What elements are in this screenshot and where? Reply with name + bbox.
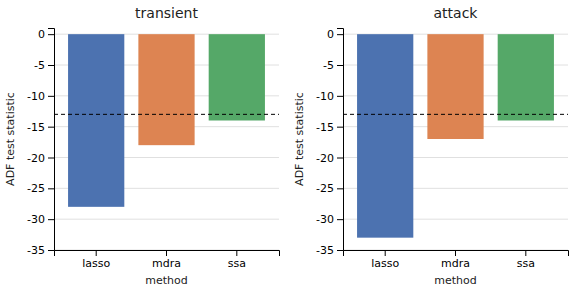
y-axis-line [48, 29, 55, 251]
y-tick: -10 [27, 90, 54, 103]
x-tick-mark [455, 250, 456, 256]
x-axis-title: method [145, 274, 187, 287]
y-tick: -35 [316, 244, 343, 257]
x-tick-label: ssa [228, 257, 246, 270]
x-axis: lasso mdra ssa [55, 250, 280, 270]
x-tick-mark [166, 250, 167, 256]
y-tick-mark [337, 188, 343, 189]
y-tick-label: -20 [27, 152, 45, 165]
y-tick-label: -10 [27, 90, 45, 103]
x-tick: mdra [441, 250, 470, 270]
figure: 0 -5 -10 -15 -20 -25 -30 -35 lasso mdra ssa transie… [0, 0, 578, 290]
y-tick-mark [48, 188, 54, 189]
y-tick: -5 [323, 59, 343, 72]
reference-line [54, 114, 279, 115]
y-tick: -20 [27, 152, 54, 165]
y-tick: -35 [27, 244, 54, 257]
x-tick-mark [525, 250, 526, 256]
y-tick-label: -30 [316, 213, 334, 226]
y-tick: -15 [27, 121, 54, 134]
y-tick-mark [337, 158, 343, 159]
plot-area [54, 34, 279, 207]
plot-area [343, 34, 568, 238]
y-tick-label: -25 [316, 182, 334, 195]
y-tick-label: -10 [316, 90, 334, 103]
y-tick: -5 [34, 59, 54, 72]
x-axis-line [344, 251, 569, 257]
y-tick-mark [48, 96, 54, 97]
y-axis-title: ADF test statistic [4, 92, 17, 186]
y-tick-mark [48, 219, 54, 220]
y-tick-mark [337, 250, 343, 251]
y-tick: -25 [27, 182, 54, 195]
x-axis: lasso mdra ssa [344, 250, 569, 270]
y-tick-mark [48, 250, 54, 251]
y-tick-label: -35 [27, 244, 45, 257]
y-tick-label: -35 [316, 244, 334, 257]
x-tick: lasso [82, 250, 110, 270]
y-tick-mark [337, 219, 343, 220]
y-tick-label: 0 [38, 28, 45, 41]
y-tick: 0 [327, 28, 343, 41]
y-tick-mark [48, 127, 54, 128]
y-axis: 0 -5 -10 -15 -20 -25 -30 -35 [27, 28, 54, 257]
y-tick-label: -30 [27, 213, 45, 226]
bar [209, 34, 265, 120]
panel: 0 -5 -10 -15 -20 -25 -30 -35 lasso mdra ssa transie… [4, 5, 280, 287]
x-tick-label: mdra [152, 257, 181, 270]
bar [138, 34, 194, 145]
x-tick-mark [385, 250, 386, 256]
grid [54, 34, 279, 250]
x-tick-label: mdra [441, 257, 470, 270]
title: attack [434, 5, 479, 21]
y-tick-label: -15 [316, 121, 334, 134]
y-tick: -15 [316, 121, 343, 134]
y-tick-mark [48, 34, 54, 35]
y-axis: 0 -5 -10 -15 -20 -25 -30 -35 [316, 28, 343, 257]
y-tick-label: -25 [27, 182, 45, 195]
x-axis-line [55, 251, 280, 257]
x-tick-label: ssa [517, 257, 535, 270]
bar [498, 34, 554, 120]
title: transient [135, 5, 198, 21]
y-tick: -30 [27, 213, 54, 226]
y-tick-mark [337, 65, 343, 66]
y-tick-label: -5 [34, 59, 45, 72]
y-tick-mark [337, 96, 343, 97]
x-tick: mdra [152, 250, 181, 270]
bar [427, 34, 483, 139]
y-tick-label: -15 [27, 121, 45, 134]
x-tick-mark [236, 250, 237, 256]
y-tick-mark [337, 34, 343, 35]
x-tick-mark [96, 250, 97, 256]
x-tick-label: lasso [371, 257, 399, 270]
reference-line [343, 114, 568, 115]
x-axis-title: method [434, 274, 476, 287]
y-tick-mark [48, 65, 54, 66]
y-tick: -30 [316, 213, 343, 226]
y-tick-label: -20 [316, 152, 334, 165]
y-tick-label: -5 [323, 59, 334, 72]
grid-line [54, 219, 279, 220]
y-tick: -10 [316, 90, 343, 103]
x-tick: ssa [228, 250, 246, 270]
y-tick-mark [48, 158, 54, 159]
x-tick: lasso [371, 250, 399, 270]
grid [343, 34, 568, 250]
y-tick: -20 [316, 152, 343, 165]
y-tick-mark [337, 127, 343, 128]
x-tick-label: lasso [82, 257, 110, 270]
y-axis-title: ADF test statistic [293, 92, 306, 186]
bar [357, 34, 413, 238]
x-tick: ssa [517, 250, 535, 270]
bar [68, 34, 124, 207]
y-axis-line [337, 29, 344, 251]
y-tick-label: 0 [327, 28, 334, 41]
panel: 0 -5 -10 -15 -20 -25 -30 -35 lasso mdra ssa attack m… [293, 5, 569, 287]
y-tick: -25 [316, 182, 343, 195]
y-tick: 0 [38, 28, 54, 41]
